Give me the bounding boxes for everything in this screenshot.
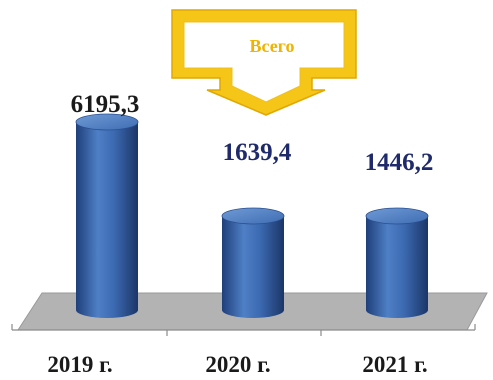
category-label-2020: 2020 г. xyxy=(205,352,270,377)
bar-body xyxy=(366,216,428,318)
bar-top xyxy=(221,207,285,225)
bar-2021 xyxy=(365,207,429,318)
bar-body xyxy=(222,216,284,318)
bar-body xyxy=(76,122,138,318)
category-label-2021: 2021 г. xyxy=(362,352,427,377)
bar-2019 xyxy=(75,113,139,318)
value-label-2019: 6195,3 xyxy=(71,91,140,118)
bar-top xyxy=(75,113,139,131)
value-label-2021: 1446,2 xyxy=(365,149,434,176)
bar-2020 xyxy=(221,207,285,318)
callout-label: Всего xyxy=(250,36,295,56)
callout-arrow-inner xyxy=(183,21,345,103)
bar-top xyxy=(365,207,429,225)
category-label-2019: 2019 г. xyxy=(47,352,112,377)
callout-arrow: Всего xyxy=(171,9,357,116)
value-label-2020: 1639,4 xyxy=(223,139,292,166)
